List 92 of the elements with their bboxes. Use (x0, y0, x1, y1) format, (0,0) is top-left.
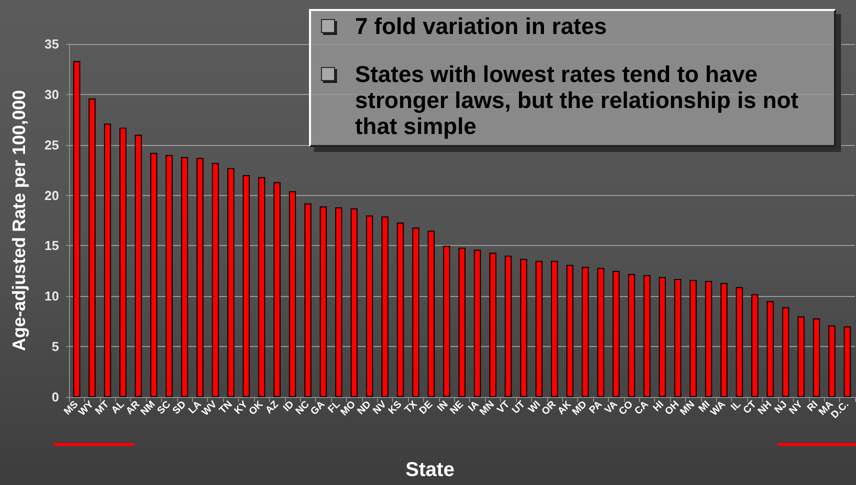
x-tick-label: DE (417, 398, 436, 417)
bar (643, 274, 650, 397)
y-tick-label: 20 (44, 188, 59, 203)
bar (166, 154, 173, 397)
x-tick-label: SC (155, 399, 174, 417)
bar (212, 163, 219, 397)
bar (812, 318, 820, 397)
bar (396, 222, 404, 397)
bar (658, 276, 666, 397)
bar (181, 156, 188, 397)
x-tick-label: VT (495, 399, 512, 416)
x-tick-label: UT (510, 399, 528, 416)
bar (443, 246, 450, 397)
bar (227, 168, 234, 397)
bar (566, 264, 574, 397)
y-tick-label: 5 (52, 339, 59, 354)
bar (196, 158, 204, 397)
x-tick-label: MT (93, 399, 112, 418)
bar (88, 98, 96, 397)
y-tick-label: 15 (44, 238, 59, 254)
bar (304, 203, 312, 397)
text: 7 fold variation in rates (355, 13, 608, 39)
x-tick-label: WA (708, 399, 728, 418)
bar (320, 206, 327, 397)
bar (766, 301, 774, 397)
bar (489, 252, 496, 397)
bar (628, 274, 636, 397)
x-tick-label: CT (742, 399, 759, 416)
bar (690, 280, 697, 397)
bar (258, 177, 266, 397)
x-tick-label: HI (651, 398, 666, 414)
bar (134, 134, 142, 397)
x-tick-label: IL (729, 399, 744, 414)
bar (335, 207, 342, 397)
x-tick-label: IN (436, 399, 450, 414)
y-tick-label: 30 (44, 86, 59, 102)
bar (119, 128, 126, 397)
y-tick-label: 35 (44, 36, 59, 52)
x-tick-label: AL (110, 399, 127, 416)
y-tick-label: 25 (44, 137, 59, 152)
x-tick-label: SD (170, 399, 188, 417)
y-tick-label: 10 (44, 288, 59, 304)
bar (705, 281, 712, 397)
bar (782, 307, 790, 397)
bar (274, 182, 281, 397)
x-tick-label: NH (756, 399, 774, 418)
bar (474, 250, 481, 397)
x-tick-label: NV (371, 398, 390, 417)
bar (150, 152, 158, 397)
x-tick-label: NJ (772, 399, 790, 416)
bar (674, 278, 682, 397)
bar (844, 326, 851, 397)
x-tick-label: AZ (264, 399, 281, 416)
x-tick-label: ID (282, 399, 296, 414)
x-tick-label: ND (355, 399, 374, 418)
x-tick-label: NM (138, 399, 158, 418)
x-tick-label: NE (448, 398, 466, 417)
bar (751, 294, 758, 397)
annotation: States with lowest rates tend to have stronger laws, but the relationship is not that simple (355, 61, 800, 139)
x-tick-label: WV (200, 398, 220, 418)
bar (520, 258, 528, 397)
bar (736, 287, 743, 397)
x-tick-label: TN (218, 399, 235, 416)
bar (612, 270, 620, 397)
x-tick-label: MD (570, 399, 590, 418)
x-tick-label: MN (678, 399, 698, 418)
bar (366, 215, 374, 397)
bar (73, 61, 80, 397)
bar (597, 268, 604, 397)
bar (582, 266, 589, 397)
bar (428, 230, 435, 397)
bar (798, 316, 805, 397)
x-axis-title: State (406, 459, 454, 481)
bar (504, 256, 512, 397)
x-tick-label: KS (386, 398, 404, 417)
bar (720, 283, 728, 397)
y-tick-label: 0 (52, 390, 59, 404)
bar (104, 124, 112, 397)
bar (288, 191, 296, 397)
bar (412, 228, 420, 397)
x-tick-label: PA (588, 399, 605, 416)
bar (350, 208, 358, 397)
bar (458, 248, 466, 397)
x-tick-label: MN (478, 399, 497, 418)
bar (828, 325, 836, 397)
bar (550, 260, 558, 397)
y-axis-title: Age-adjusted Rate per 100,000 (9, 90, 29, 352)
x-tick-label: NY (787, 398, 806, 417)
x-tick-label: TX (402, 398, 420, 416)
bar (381, 216, 388, 397)
bar (242, 175, 250, 397)
bar (536, 260, 543, 397)
